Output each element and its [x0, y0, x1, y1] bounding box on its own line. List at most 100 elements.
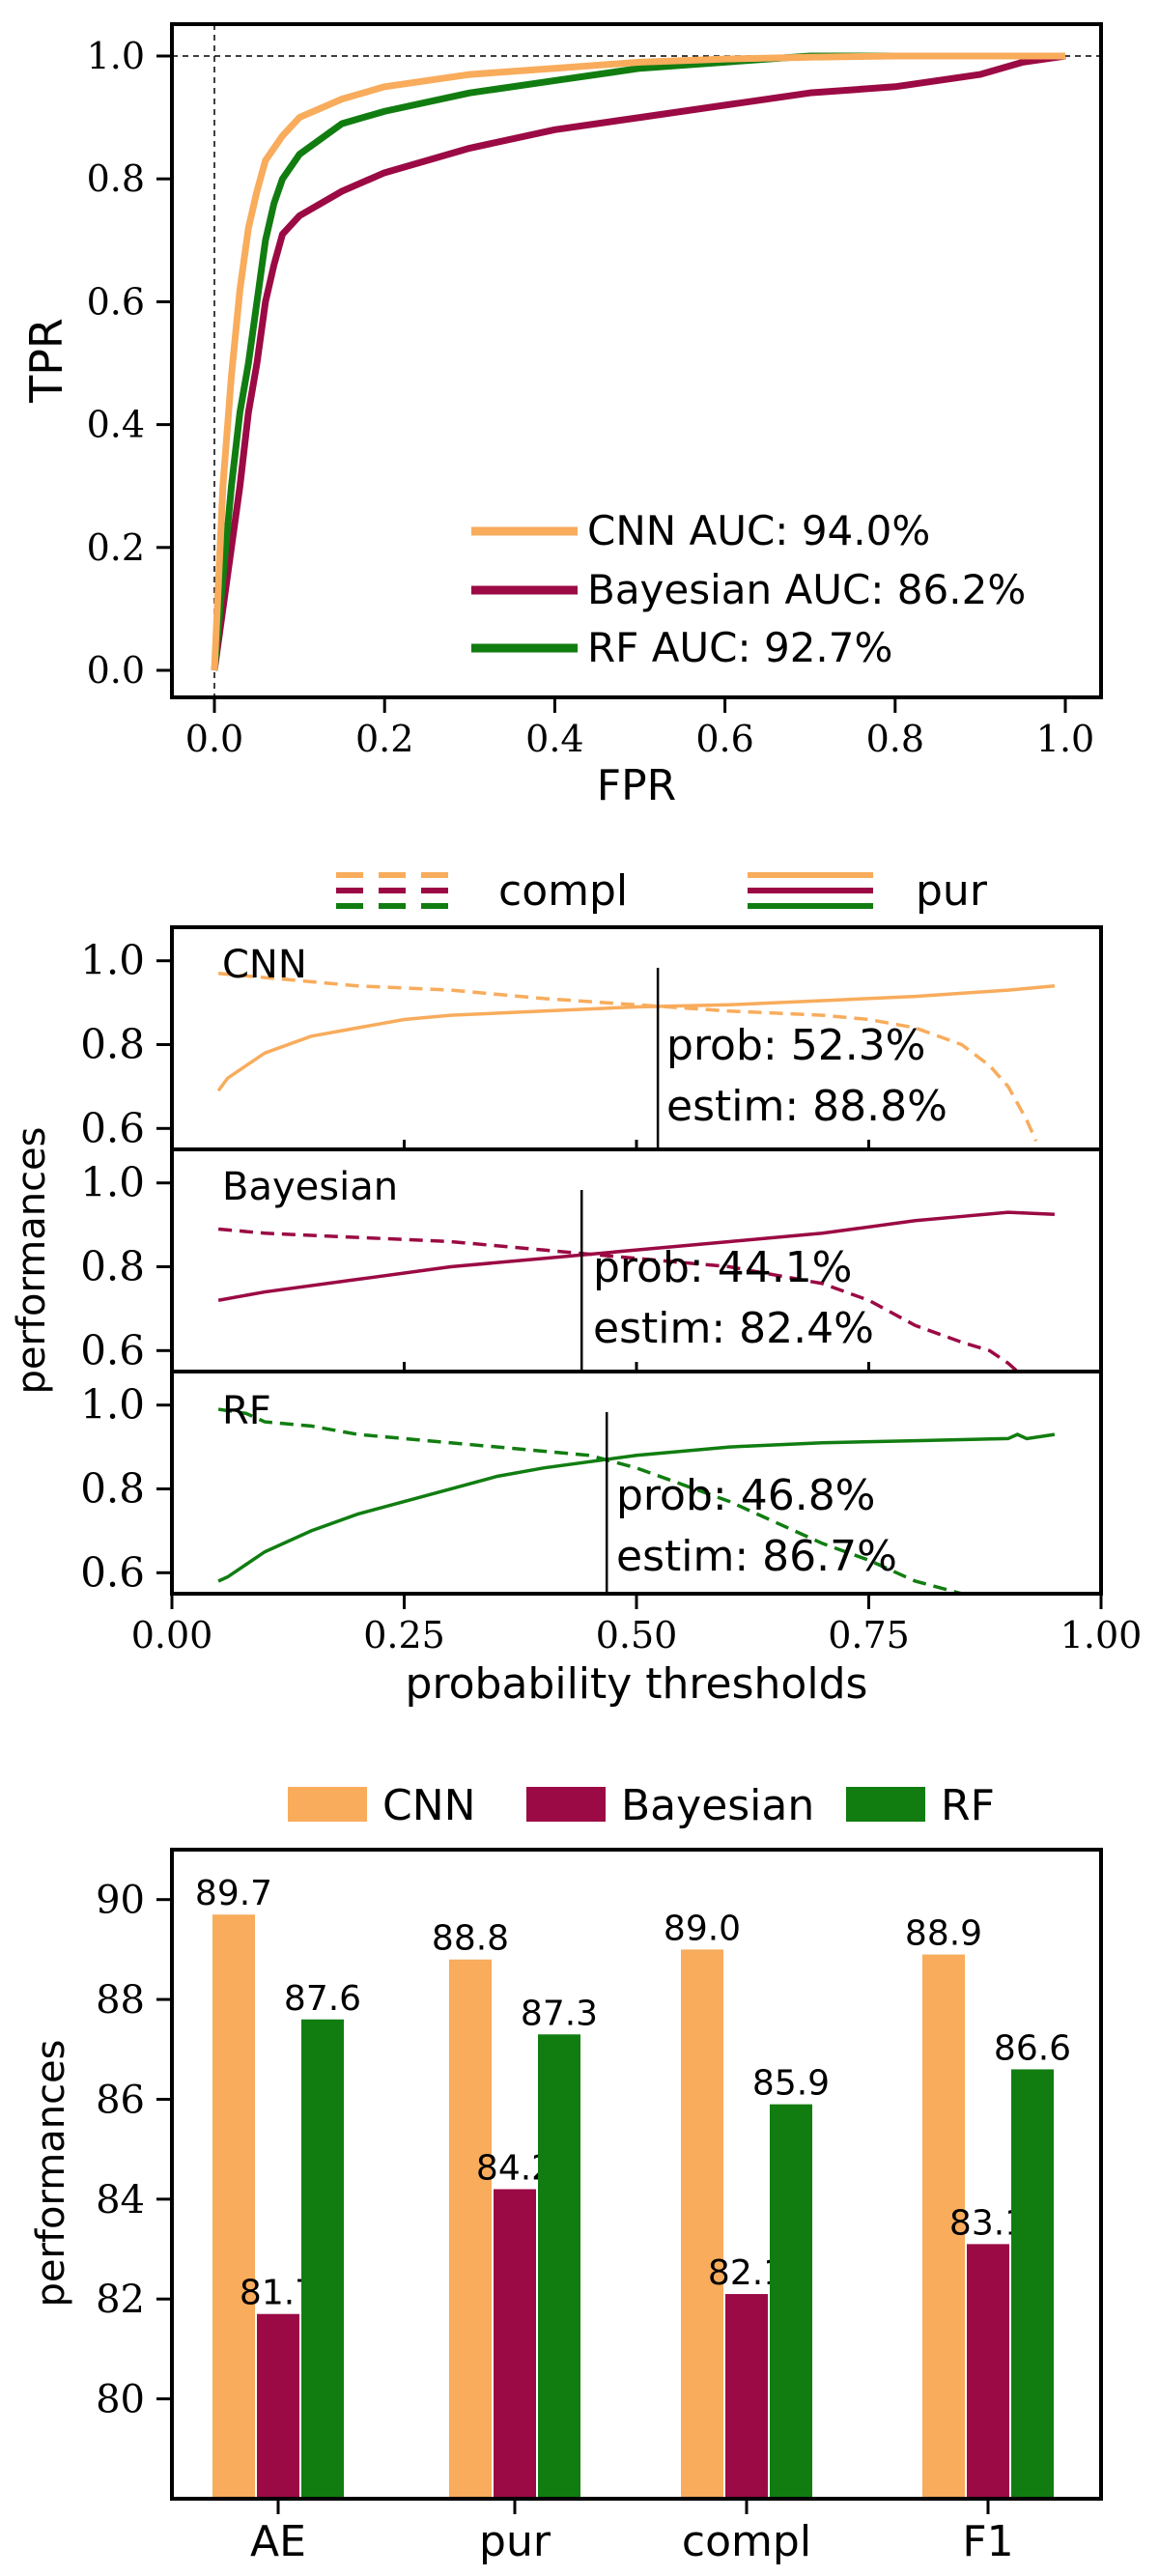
roc-x-tick-label: 0.0	[185, 718, 243, 760]
bar-bayesian-compl	[725, 2294, 768, 2499]
bar-bayesian-F1	[967, 2244, 1009, 2499]
threshold-y-tick-label: 0.8	[80, 1465, 145, 1513]
roc-x-axis: 0.0 0.2 0.4 0.6 0.8 1.0	[185, 697, 1094, 760]
roc-x-tick-label: 0.2	[355, 718, 413, 760]
roc-x-tick-label: 0.4	[525, 718, 583, 760]
roc-y-tick-label: 0.6	[87, 280, 145, 323]
legend-swatch-bar-cnn	[288, 1787, 367, 1822]
bar-y-tick-label: 84	[96, 2178, 145, 2222]
bars: 89.781.787.688.884.287.389.082.185.988.9…	[195, 1874, 1071, 2499]
threshold-panel-rf: RF prob: 46.8% estim: 86.7% 0.6 0.8 1.0	[80, 1381, 1056, 1596]
threshold-y-tick-label: 1.0	[80, 1381, 145, 1429]
bar-legend: CNN Bayesian RF	[288, 1781, 995, 1830]
bar-x-tick-label: F1	[962, 2517, 1013, 2566]
threshold-y-tick-label: 0.6	[80, 1548, 145, 1596]
compl-curve-bayesian	[217, 1227, 1019, 1373]
roc-frame	[170, 22, 1103, 699]
bar-y-tick-label: 82	[96, 2278, 145, 2322]
bar-rf-F1	[1011, 2069, 1054, 2499]
threshold-y-axis-cnn: 0.6 0.8 1.0	[80, 937, 870, 1151]
legend-label-pur: pur	[916, 866, 988, 916]
roc-x-tick-label: 0.8	[866, 718, 924, 760]
threshold-y-tick-label: 0.6	[80, 1104, 145, 1151]
legend-label-cnn-auc: CNN AUC: 94.0%	[587, 507, 930, 554]
threshold-y-axis-bayesian: 0.6 0.8 1.0	[80, 1159, 870, 1373]
compl-curve-cnn	[217, 971, 1038, 1143]
bar-y-tick-label: 88	[96, 1978, 145, 2023]
roc-y-axis: 0.0 0.2 0.4 0.6 0.8 1.0	[87, 35, 172, 692]
roc-curve-bayesian	[211, 52, 1066, 671]
bar-value-label: 88.8	[432, 1919, 509, 1959]
bar-x-tick-label: compl	[682, 2517, 811, 2566]
legend-swatch-bar-bayesian	[526, 1787, 606, 1822]
prob-annotation-cnn: prob: 52.3%	[666, 1021, 926, 1070]
threshold-y-tick-label: 0.6	[80, 1326, 145, 1373]
bar-cnn-AE	[212, 1914, 255, 2499]
roc-chart: 0.0 0.2 0.4 0.6 0.8 1.0 0.0 0.2 0.4 0.6 0.8 1.0 FP…	[20, 22, 1103, 810]
threshold-y-tick-label: 1.0	[80, 1159, 145, 1206]
threshold-x-axis: 0.00 0.25 0.50 0.75 1.00	[131, 1594, 1142, 1656]
estim-annotation-rf: estim: 86.7%	[616, 1532, 897, 1581]
bar-value-label: 88.9	[905, 1914, 982, 1954]
pur-curve-rf	[217, 1432, 1056, 1583]
prob-annotation-bayesian: prob: 44.1%	[593, 1243, 853, 1292]
bar-cnn-pur	[449, 1959, 492, 2499]
bar-bayesian-AE	[257, 2313, 299, 2499]
legend-label-bar-rf: RF	[941, 1781, 995, 1830]
threshold-chart: compl pur CNN prob: 52.3% estim: 88.8% 0…	[10, 866, 1142, 1709]
roc-curves	[211, 52, 1066, 671]
threshold-y-tick-label: 1.0	[80, 937, 145, 984]
bar-x-axis: AE pur compl F1	[250, 2499, 1014, 2566]
threshold-curves-rf	[217, 1407, 1056, 1596]
roc-y-tick-label: 0.0	[87, 649, 145, 692]
roc-x-tick-label: 1.0	[1036, 718, 1094, 760]
roc-x-tick-label: 0.6	[695, 718, 753, 760]
roc-y-tick-label: 1.0	[87, 35, 145, 77]
bar-rf-compl	[770, 2104, 812, 2499]
bar-value-label: 87.6	[284, 1979, 361, 2019]
bar-x-tick-label: pur	[479, 2517, 551, 2566]
threshold-curves-bayesian	[217, 1190, 1055, 1373]
bar-value-label: 85.9	[752, 2064, 830, 2104]
threshold-curves-cnn	[216, 968, 1056, 1149]
bar-chart: CNN Bayesian RF 89.781.787.688.884.287.3…	[29, 1781, 1103, 2566]
estim-annotation-bayesian: estim: 82.4%	[593, 1304, 874, 1353]
panel-label-cnn: CNN	[222, 943, 307, 987]
threshold-frame-cnn	[170, 925, 1103, 1151]
threshold-x-tick-label: 0.00	[131, 1614, 213, 1656]
bar-cnn-compl	[681, 1949, 723, 2499]
roc-curve-cnn	[211, 52, 1065, 671]
threshold-x-tick-label: 0.50	[596, 1614, 678, 1656]
bar-x-tick-label: AE	[250, 2517, 306, 2566]
roc-y-label: TPR	[20, 318, 72, 404]
bar-y-tick-label: 86	[96, 2078, 145, 2122]
threshold-legend: compl pur	[336, 866, 988, 916]
bar-y-label: performances	[29, 2039, 73, 2307]
compl-curve-rf	[217, 1407, 963, 1596]
bar-rf-pur	[538, 2034, 580, 2499]
threshold-x-label: probability thresholds	[406, 1659, 868, 1709]
roc-y-tick-label: 0.4	[87, 404, 145, 446]
panel-label-rf: RF	[222, 1389, 271, 1433]
estim-annotation-cnn: estim: 88.8%	[666, 1082, 947, 1131]
bar-value-label: 89.0	[664, 1909, 741, 1948]
roc-y-tick-label: 0.2	[87, 526, 145, 569]
threshold-panel-bayesian: Bayesian prob: 44.1% estim: 82.4% 0.6 0.8…	[80, 1159, 1055, 1373]
threshold-y-tick-label: 0.8	[80, 1021, 145, 1068]
roc-y-tick-label: 0.8	[87, 157, 145, 200]
threshold-y-label: performances	[10, 1126, 54, 1394]
bar-y-tick-label: 90	[96, 1879, 145, 1923]
legend-label-bar-cnn: CNN	[382, 1781, 476, 1830]
threshold-x-tick-label: 0.75	[828, 1614, 910, 1656]
threshold-y-tick-label: 0.8	[80, 1243, 145, 1290]
legend-label-bar-bayesian: Bayesian	[621, 1781, 814, 1830]
roc-legend: CNN AUC: 94.0% Bayesian AUC: 86.2% RF AU…	[471, 507, 1026, 671]
prob-annotation-rf: prob: 46.8%	[616, 1471, 876, 1520]
bar-bayesian-pur	[494, 2189, 536, 2499]
legend-label-bayesian-auc: Bayesian AUC: 86.2%	[587, 566, 1026, 613]
roc-x-label: FPR	[597, 761, 676, 810]
bar-y-tick-label: 80	[96, 2378, 145, 2422]
threshold-x-tick-label: 0.25	[363, 1614, 445, 1656]
panel-label-bayesian: Bayesian	[222, 1165, 398, 1209]
